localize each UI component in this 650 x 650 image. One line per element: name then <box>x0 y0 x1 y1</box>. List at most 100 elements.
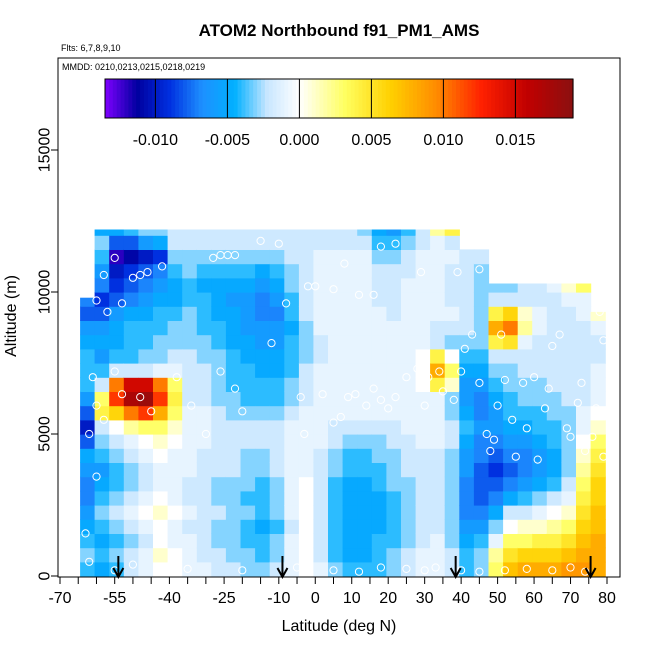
heatmap-cell <box>357 348 373 364</box>
heatmap-cell <box>576 405 592 421</box>
heatmap-cell <box>153 377 169 392</box>
heatmap-cell <box>153 229 169 236</box>
heatmap-cell <box>255 292 271 307</box>
heatmap-cell <box>386 419 402 435</box>
heatmap-cell <box>576 292 592 307</box>
heatmap-cell <box>386 263 402 279</box>
heatmap-cell <box>196 277 212 293</box>
sample-point <box>376 395 385 404</box>
colorbar-frame <box>104 78 574 119</box>
colorbar-segment <box>467 79 473 118</box>
heatmap-cell <box>517 490 533 506</box>
colorbar-segment <box>510 79 516 118</box>
heatmap-cell <box>167 377 183 392</box>
heatmap-cell <box>386 391 402 407</box>
heatmap-cell <box>415 249 431 265</box>
heatmap-cell <box>94 235 110 250</box>
heatmap-cell <box>342 476 358 492</box>
heatmap-cell <box>94 448 110 463</box>
dates-subtitle: MMDD: 0210,0213,0215,0218,0219 <box>62 62 205 72</box>
sample-point <box>136 393 145 402</box>
heatmap-cell <box>401 391 417 407</box>
colorbar-segment <box>288 79 293 118</box>
heatmap-cell <box>503 434 519 449</box>
sample-point <box>420 401 429 410</box>
heatmap-cell <box>430 334 446 350</box>
sample-point <box>555 330 564 339</box>
sample-point <box>511 452 520 461</box>
heatmap-cell <box>94 249 110 265</box>
heatmap-cell <box>430 533 446 549</box>
heatmap-cell <box>342 292 358 307</box>
heatmap-cell <box>342 306 358 321</box>
heatmap-cell <box>80 320 96 336</box>
heatmap-cell <box>328 235 344 250</box>
heatmap-cell <box>240 561 256 577</box>
heatmap-cell <box>153 235 169 250</box>
colorbar-segment <box>183 79 188 118</box>
colorbar-segment <box>565 79 570 118</box>
heatmap-cell <box>503 363 519 378</box>
heatmap-cell <box>313 334 329 350</box>
heatmap-cell <box>590 561 606 577</box>
heatmap-cell <box>342 505 358 520</box>
heatmap-cell <box>342 235 358 250</box>
colorbar-segment <box>420 79 426 118</box>
heatmap-cell <box>167 490 183 506</box>
heatmap-cell <box>503 292 519 307</box>
heatmap-cell <box>328 561 344 577</box>
heatmap-cell <box>444 306 460 321</box>
heatmap-cell <box>488 419 504 435</box>
heatmap-cell <box>415 320 431 336</box>
sample-point <box>533 455 542 464</box>
heatmap-cell <box>123 320 139 336</box>
heatmap-cell <box>488 283 504 293</box>
sample-point <box>588 432 597 441</box>
heatmap-cell <box>532 292 548 307</box>
heatmap-cell <box>255 334 271 350</box>
heatmap-cell <box>473 377 490 392</box>
colorbar-segment <box>222 79 227 118</box>
heatmap-cell <box>196 292 212 307</box>
heatmap-cell <box>255 320 271 336</box>
heatmap-cell <box>357 561 373 577</box>
heatmap-cell <box>255 419 271 435</box>
heatmap-cell <box>255 235 271 250</box>
heatmap-cell <box>138 519 154 534</box>
colorbar-segment <box>561 79 566 118</box>
sample-point <box>420 566 429 575</box>
heatmap-cell <box>488 476 504 492</box>
heatmap-cell <box>298 561 315 577</box>
heatmap-cell <box>401 547 417 563</box>
heatmap-cell <box>546 476 562 492</box>
colorbar-segment <box>179 79 184 118</box>
heatmap-cell <box>109 249 125 265</box>
heatmap-cell <box>240 263 256 279</box>
heatmap-cell <box>284 490 300 506</box>
heatmap-cell <box>590 377 606 392</box>
heatmap-cell <box>269 547 285 563</box>
heatmap-cell <box>517 434 533 449</box>
colorbar-segment <box>284 79 289 118</box>
heatmap-cell <box>167 249 183 265</box>
heatmap-cell <box>94 229 110 236</box>
heatmap-cell <box>80 334 96 350</box>
heatmap-cell <box>401 419 417 435</box>
heatmap-cell <box>182 547 198 563</box>
heatmap-cell <box>561 476 577 492</box>
sample-point <box>92 472 101 481</box>
heatmap-cell <box>401 533 417 549</box>
y-tick-label: 5000 <box>37 416 54 452</box>
heatmap-cell <box>459 391 475 407</box>
heatmap-cell <box>167 561 183 577</box>
heatmap-cell <box>240 505 256 520</box>
colorbar-tick-label: 0.000 <box>279 132 319 149</box>
heatmap-cell <box>371 320 387 336</box>
heatmap-cell <box>167 306 183 321</box>
heatmap-cell <box>167 519 183 534</box>
heatmap-cell <box>269 363 285 378</box>
heatmap-cell <box>313 448 329 463</box>
heatmap-cell <box>123 462 139 478</box>
heatmap-cell <box>371 519 387 534</box>
heatmap-cell <box>138 561 154 577</box>
